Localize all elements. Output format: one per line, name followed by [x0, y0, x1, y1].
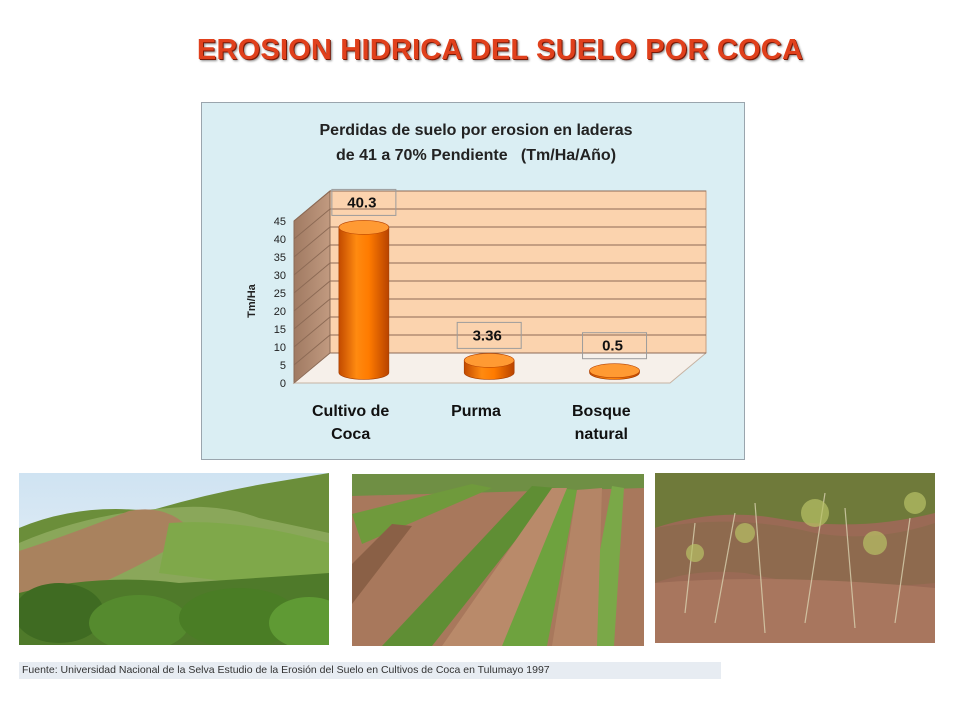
y-tick-label: 35	[274, 252, 286, 264]
y-tick-label: 20	[274, 306, 286, 318]
bar-top	[463, 353, 515, 368]
data-label-box	[331, 188, 397, 216]
y-tick-label: 45	[274, 216, 286, 228]
y-tick-label: 5	[280, 360, 286, 372]
gridline	[293, 298, 706, 330]
y-tick-label: 10	[274, 342, 286, 354]
x-category-label: Coca	[331, 426, 370, 443]
gridline	[293, 316, 706, 348]
gridline	[293, 226, 706, 258]
y-tick-label: 40	[274, 234, 286, 246]
chart-title-line-1: Perdidas de suelo por erosion en laderas	[320, 122, 633, 139]
data-label: 40.3	[347, 194, 376, 211]
bar-top	[338, 220, 390, 235]
chart-panel: Perdidas de suelo por erosion en laderas…	[201, 102, 745, 460]
data-label-box	[582, 332, 648, 360]
gridline	[293, 352, 706, 384]
y-axis-label: Tm/Ha	[246, 283, 258, 318]
source-citation: Fuente: Universidad Nacional de la Selva…	[19, 662, 721, 679]
x-category-label: Purma	[451, 403, 501, 420]
y-tick-label: 30	[274, 270, 286, 282]
gridline	[293, 280, 706, 312]
gridline	[293, 208, 706, 240]
bar	[338, 227, 390, 380]
slide-title: EROSION HIDRICA DEL SUELO POR COCA	[196, 34, 804, 66]
gridline	[293, 190, 706, 222]
chart-title-line-2: de 41 a 70% Pendiente (Tm/Ha/Año)	[336, 147, 616, 164]
photo-bosque-natural	[655, 473, 935, 643]
y-tick-label: 15	[274, 324, 286, 336]
photo-coca-hillside	[19, 473, 329, 645]
photo-purma-rows	[352, 474, 644, 646]
gridline	[293, 334, 706, 366]
x-category-label: Bosque	[572, 403, 631, 420]
y-tick-label: 25	[274, 288, 286, 300]
x-category-label: Cultivo de	[312, 403, 389, 420]
gridline	[293, 262, 706, 294]
chart-side-wall	[293, 189, 331, 385]
bar-chart: Perdidas de suelo por erosion en laderas…	[246, 122, 708, 443]
data-label: 3.36	[473, 327, 502, 344]
x-category-label: natural	[575, 426, 628, 443]
gridline	[293, 244, 706, 276]
bar-top	[589, 363, 640, 379]
data-label: 0.5	[602, 338, 623, 355]
data-label-box	[456, 321, 522, 349]
y-tick-label: 0	[280, 378, 286, 390]
